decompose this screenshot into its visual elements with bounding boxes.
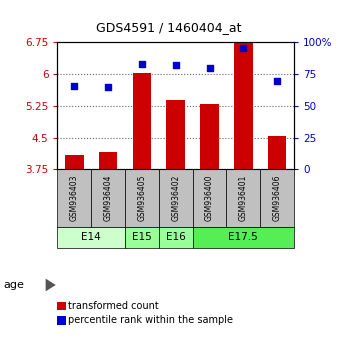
Bar [125, 169, 159, 227]
Text: transformed count: transformed count [68, 301, 158, 311]
Text: GSM936403: GSM936403 [70, 175, 79, 222]
Text: age: age [3, 280, 24, 290]
Text: GDS4591 / 1460404_at: GDS4591 / 1460404_at [96, 21, 242, 34]
Point [72, 83, 77, 88]
Bar [159, 169, 193, 227]
Text: GSM936405: GSM936405 [138, 175, 146, 222]
Bar [65, 155, 84, 169]
Bar [125, 227, 159, 248]
Point [139, 61, 145, 67]
Bar [57, 169, 91, 227]
Bar [159, 227, 193, 248]
Text: GSM936402: GSM936402 [171, 175, 180, 221]
Bar [193, 169, 226, 227]
Point [241, 45, 246, 50]
Bar [234, 43, 252, 169]
Text: GSM936404: GSM936404 [104, 175, 113, 222]
Point [207, 65, 212, 71]
Bar [91, 169, 125, 227]
Bar [99, 153, 117, 169]
Point [173, 63, 178, 68]
Text: GSM936401: GSM936401 [239, 175, 248, 221]
Text: E16: E16 [166, 233, 186, 242]
Bar [226, 169, 260, 227]
Text: GSM936400: GSM936400 [205, 175, 214, 222]
Text: E15: E15 [132, 233, 152, 242]
Text: percentile rank within the sample: percentile rank within the sample [68, 315, 233, 325]
Text: GSM936406: GSM936406 [273, 175, 282, 222]
Polygon shape [46, 279, 56, 291]
Bar [132, 73, 151, 169]
Bar [200, 104, 219, 169]
Text: E14: E14 [81, 233, 101, 242]
Bar [57, 227, 125, 248]
Bar [193, 227, 294, 248]
Point [105, 84, 111, 90]
Text: E17.5: E17.5 [228, 233, 258, 242]
Bar [260, 169, 294, 227]
Bar [268, 136, 286, 169]
Bar [166, 101, 185, 169]
Point [274, 78, 280, 84]
